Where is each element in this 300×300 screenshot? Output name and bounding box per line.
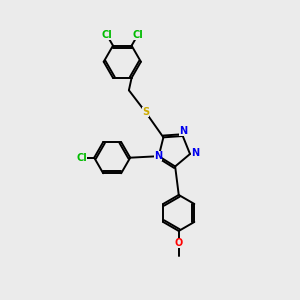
Text: N: N xyxy=(179,126,188,136)
Text: S: S xyxy=(142,107,149,117)
Text: N: N xyxy=(154,151,162,161)
Text: O: O xyxy=(175,238,183,248)
Text: N: N xyxy=(191,148,200,158)
Text: Cl: Cl xyxy=(76,153,87,163)
Text: Cl: Cl xyxy=(133,30,143,40)
Text: Cl: Cl xyxy=(101,30,112,40)
